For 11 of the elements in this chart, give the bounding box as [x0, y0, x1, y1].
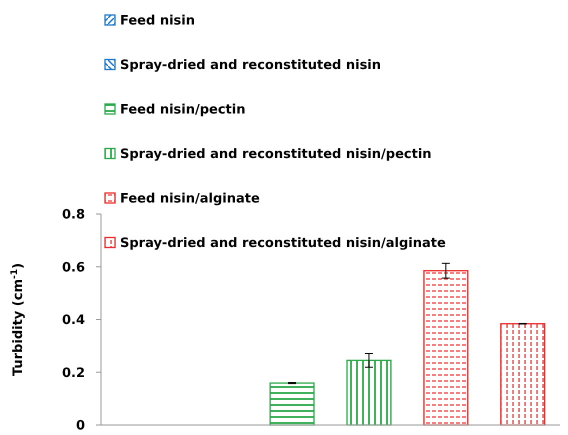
- y-tick-label: 0: [76, 418, 85, 434]
- y-tick-label: 0.2: [62, 366, 85, 381]
- y-tick-label: 0.6: [62, 260, 85, 276]
- y-tick-label: 0.4: [62, 313, 85, 328]
- legend-label: Spray-dried and reconstituted nisin: [120, 58, 382, 74]
- legend-label: Feed nisin/alginate: [120, 192, 260, 207]
- legend-label: Feed nisin/pectin: [120, 102, 246, 118]
- y-tick-label: 0.8: [62, 208, 85, 223]
- legend-label: Spray-dried and reconstituted nisin/pectin: [120, 147, 432, 162]
- legend-label: Feed nisin: [120, 14, 195, 29]
- legend-label: Spray-dried and reconstituted nisin/alginate: [120, 236, 446, 252]
